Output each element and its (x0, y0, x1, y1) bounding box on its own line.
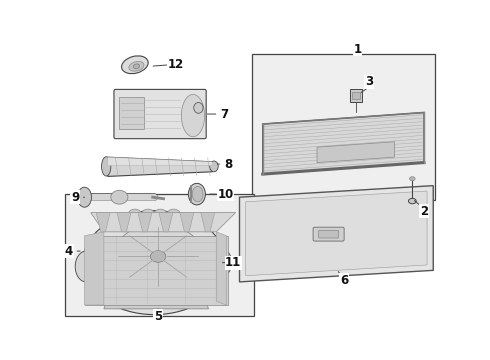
Bar (352, 92, 360, 99)
Polygon shape (84, 236, 228, 305)
Polygon shape (88, 236, 108, 274)
Polygon shape (96, 213, 110, 232)
Ellipse shape (210, 161, 218, 172)
Ellipse shape (167, 209, 181, 221)
Ellipse shape (181, 94, 205, 137)
Polygon shape (317, 142, 394, 163)
Polygon shape (159, 213, 173, 232)
Polygon shape (91, 213, 236, 232)
Ellipse shape (141, 243, 175, 270)
Ellipse shape (153, 209, 168, 221)
Ellipse shape (409, 198, 416, 204)
FancyBboxPatch shape (313, 227, 344, 241)
Text: 6: 6 (340, 274, 348, 287)
Polygon shape (104, 297, 209, 309)
FancyBboxPatch shape (318, 230, 339, 238)
Ellipse shape (128, 209, 142, 221)
Ellipse shape (122, 56, 148, 74)
Polygon shape (138, 213, 152, 232)
Ellipse shape (111, 190, 128, 204)
Ellipse shape (410, 177, 415, 181)
Polygon shape (201, 251, 216, 278)
Polygon shape (201, 213, 215, 232)
Text: 1: 1 (353, 43, 361, 56)
Polygon shape (245, 191, 427, 276)
Ellipse shape (150, 251, 166, 262)
Ellipse shape (114, 224, 203, 289)
Text: 7: 7 (220, 108, 228, 121)
Ellipse shape (209, 248, 232, 277)
Text: 4: 4 (65, 244, 73, 258)
Ellipse shape (82, 211, 226, 315)
Polygon shape (180, 213, 194, 232)
Text: 9: 9 (71, 191, 79, 204)
Ellipse shape (133, 64, 140, 69)
Ellipse shape (101, 157, 111, 176)
Polygon shape (84, 232, 104, 305)
Bar (252, 54, 435, 200)
Bar (349, 89, 362, 102)
Polygon shape (240, 186, 433, 282)
Ellipse shape (77, 187, 92, 207)
Ellipse shape (192, 186, 203, 202)
Text: 3: 3 (365, 75, 373, 88)
Text: 11: 11 (225, 256, 242, 269)
Bar (65, 194, 254, 316)
Polygon shape (108, 157, 212, 176)
Text: 5: 5 (154, 310, 162, 323)
Ellipse shape (194, 103, 203, 113)
Text: 12: 12 (168, 58, 184, 71)
Polygon shape (263, 112, 424, 174)
Polygon shape (108, 157, 212, 166)
Bar (120, 97, 144, 130)
Polygon shape (216, 232, 226, 305)
Ellipse shape (188, 183, 205, 205)
Text: 8: 8 (224, 158, 232, 171)
Polygon shape (117, 213, 131, 232)
FancyBboxPatch shape (114, 89, 206, 139)
Ellipse shape (129, 62, 144, 71)
Ellipse shape (75, 251, 97, 282)
Ellipse shape (141, 209, 155, 221)
Text: 10: 10 (218, 188, 234, 201)
Text: 2: 2 (420, 204, 428, 217)
